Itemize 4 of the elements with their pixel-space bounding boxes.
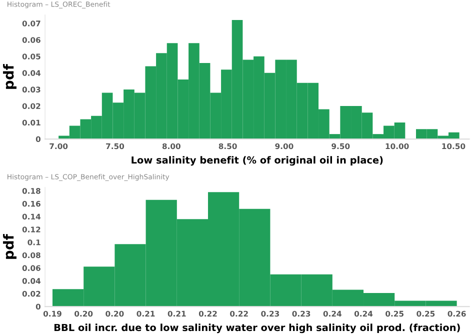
y-axis-title: pdf bbox=[3, 64, 16, 89]
x-axis-title: BBL oil incr. due to low salinity water over high salinity oil prod. (fraction) bbox=[54, 324, 460, 334]
y-axis-title: pdf bbox=[3, 234, 16, 259]
x-axis-title: Low salinity benefit (% of original oil in place) bbox=[132, 156, 383, 166]
